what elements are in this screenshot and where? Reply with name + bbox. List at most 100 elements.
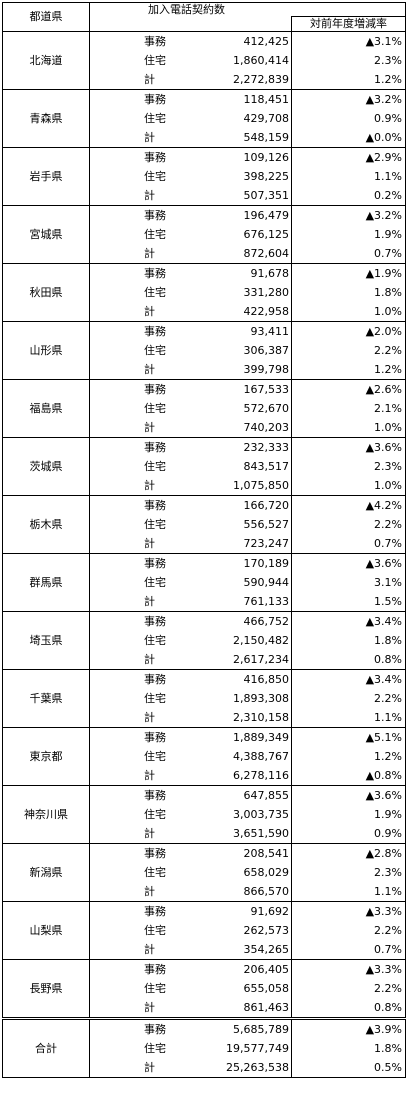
change-rate: ▲4.2%	[291, 495, 406, 515]
header-rate-spacer	[291, 2, 406, 16]
entry-type: 住宅	[144, 575, 166, 589]
contract-count: 590,944	[243, 575, 290, 589]
change-rate: 1.1%	[291, 881, 406, 902]
table-row: 北海道 事務 412,425 ▲3.1%	[2, 31, 406, 90]
table-row: 住宅 572,670 2.1%	[3, 398, 406, 418]
table-row: 計 548,159 ▲0.0%	[3, 127, 406, 148]
total-row: 計 25,263,538 0.5%	[3, 1057, 406, 1078]
table-row: 群馬県 事務 170,189 ▲3.6%	[2, 553, 406, 612]
contract-count: 740,203	[190, 417, 292, 438]
entry-type: 計	[89, 939, 191, 960]
contract-count: 3,003,735	[233, 807, 289, 821]
change-rate: ▲2.0%	[291, 321, 406, 341]
change-rate: 0.7%	[291, 533, 406, 554]
entry-type: 計	[89, 475, 191, 496]
table-row: 住宅 429,708 0.9%	[3, 108, 406, 128]
change-rate: 2.2%	[291, 340, 406, 360]
table-row: 住宅 590,944 3.1%	[3, 572, 406, 592]
table-row: 計 399,798 1.2%	[3, 359, 406, 380]
contract-count: 1,075,850	[190, 475, 292, 496]
entry-type: 計	[89, 591, 191, 612]
contract-count: 166,720	[243, 498, 290, 512]
prefecture-name: 青森県	[2, 89, 90, 148]
change-rate: ▲3.9%	[291, 1016, 406, 1039]
contract-count: 466,752	[243, 614, 290, 628]
change-rate: 2.2%	[291, 514, 406, 534]
table-row: 住宅 306,387 2.2%	[3, 340, 406, 360]
table-row: 埼玉県 事務 466,752 ▲3.4%	[2, 611, 406, 670]
contract-count: 647,855	[243, 788, 290, 802]
contract-count: 398,225	[243, 169, 290, 183]
contract-count: 91,678	[250, 266, 290, 280]
entry-type: 計	[89, 417, 191, 438]
contract-count: 354,265	[190, 939, 292, 960]
table-row: 住宅 843,517 2.3%	[3, 456, 406, 476]
entry-type: 計	[89, 997, 191, 1019]
entry-type: 事務	[144, 730, 166, 744]
entry-type: 住宅	[144, 227, 166, 241]
contract-count: 2,617,234	[190, 649, 292, 670]
table-row: 計 422,958 1.0%	[3, 301, 406, 322]
entry-type: 住宅	[144, 1041, 166, 1055]
table-row: 計 2,272,839 1.2%	[3, 69, 406, 90]
table-row: 住宅 556,527 2.2%	[3, 514, 406, 534]
table-row: 住宅 655,058 2.2%	[3, 978, 406, 998]
contract-count: 507,351	[190, 185, 292, 206]
change-rate: ▲3.3%	[291, 901, 406, 921]
contract-count: 412,425	[243, 34, 290, 48]
table-row: 住宅 2,150,482 1.8%	[3, 630, 406, 650]
entry-type: 事務	[144, 92, 166, 106]
table-row: 計 723,247 0.7%	[3, 533, 406, 554]
contract-count: 866,570	[190, 881, 292, 902]
change-rate: 2.2%	[291, 920, 406, 940]
contract-count: 2,272,839	[190, 69, 292, 90]
table-row: 山梨県 事務 91,692 ▲3.3%	[2, 901, 406, 960]
prefecture-name: 山梨県	[2, 901, 90, 960]
change-rate: 1.8%	[291, 630, 406, 650]
header-rate: 対前年度増減率	[291, 15, 406, 32]
entry-type: 計	[89, 707, 191, 728]
entry-type: 事務	[144, 382, 166, 396]
entry-type: 計	[89, 69, 191, 90]
table-row: 東京都 事務 1,889,349 ▲5.1%	[2, 727, 406, 786]
contract-count: 548,159	[190, 127, 292, 148]
contract-count: 399,798	[190, 359, 292, 380]
contract-count: 331,280	[243, 285, 290, 299]
change-rate: ▲3.6%	[291, 785, 406, 805]
contract-count: 2,310,158	[190, 707, 292, 728]
header-title: 加入電話契約数	[89, 2, 292, 16]
entry-type: 事務	[144, 266, 166, 280]
change-rate: 3.1%	[291, 572, 406, 592]
change-rate: 0.2%	[291, 185, 406, 206]
change-rate: 0.5%	[291, 1057, 406, 1078]
entry-type: 事務	[144, 614, 166, 628]
table-row: 福島県 事務 167,533 ▲2.6%	[2, 379, 406, 438]
entry-type: 計	[89, 881, 191, 902]
entry-type: 事務	[144, 150, 166, 164]
change-rate: 0.7%	[291, 939, 406, 960]
change-rate: 0.8%	[291, 649, 406, 670]
entry-type: 住宅	[144, 343, 166, 357]
contract-count: 167,533	[243, 382, 290, 396]
change-rate: 2.2%	[291, 978, 406, 998]
prefecture-name: 茨城県	[2, 437, 90, 496]
change-rate: 1.0%	[291, 417, 406, 438]
header-row-2: 対前年度増減率	[3, 15, 406, 32]
change-rate: 1.1%	[291, 707, 406, 728]
entry-type: 計	[89, 649, 191, 670]
entry-type: 計	[89, 765, 191, 786]
contract-count: 93,411	[250, 324, 290, 338]
entry-type: 住宅	[144, 53, 166, 67]
contract-count: 723,247	[190, 533, 292, 554]
contract-count: 25,263,538	[190, 1057, 292, 1078]
change-rate: ▲3.6%	[291, 553, 406, 573]
entry-type: 事務	[144, 672, 166, 686]
change-rate: ▲3.4%	[291, 669, 406, 689]
entry-type: 住宅	[144, 459, 166, 473]
entry-type: 計	[89, 823, 191, 844]
contract-count: 761,133	[190, 591, 292, 612]
total-row: 住宅 19,577,749 1.8%	[3, 1038, 406, 1058]
entry-type: 計	[89, 185, 191, 206]
table-row: 千葉県 事務 416,850 ▲3.4%	[2, 669, 406, 728]
change-rate: 1.2%	[291, 746, 406, 766]
